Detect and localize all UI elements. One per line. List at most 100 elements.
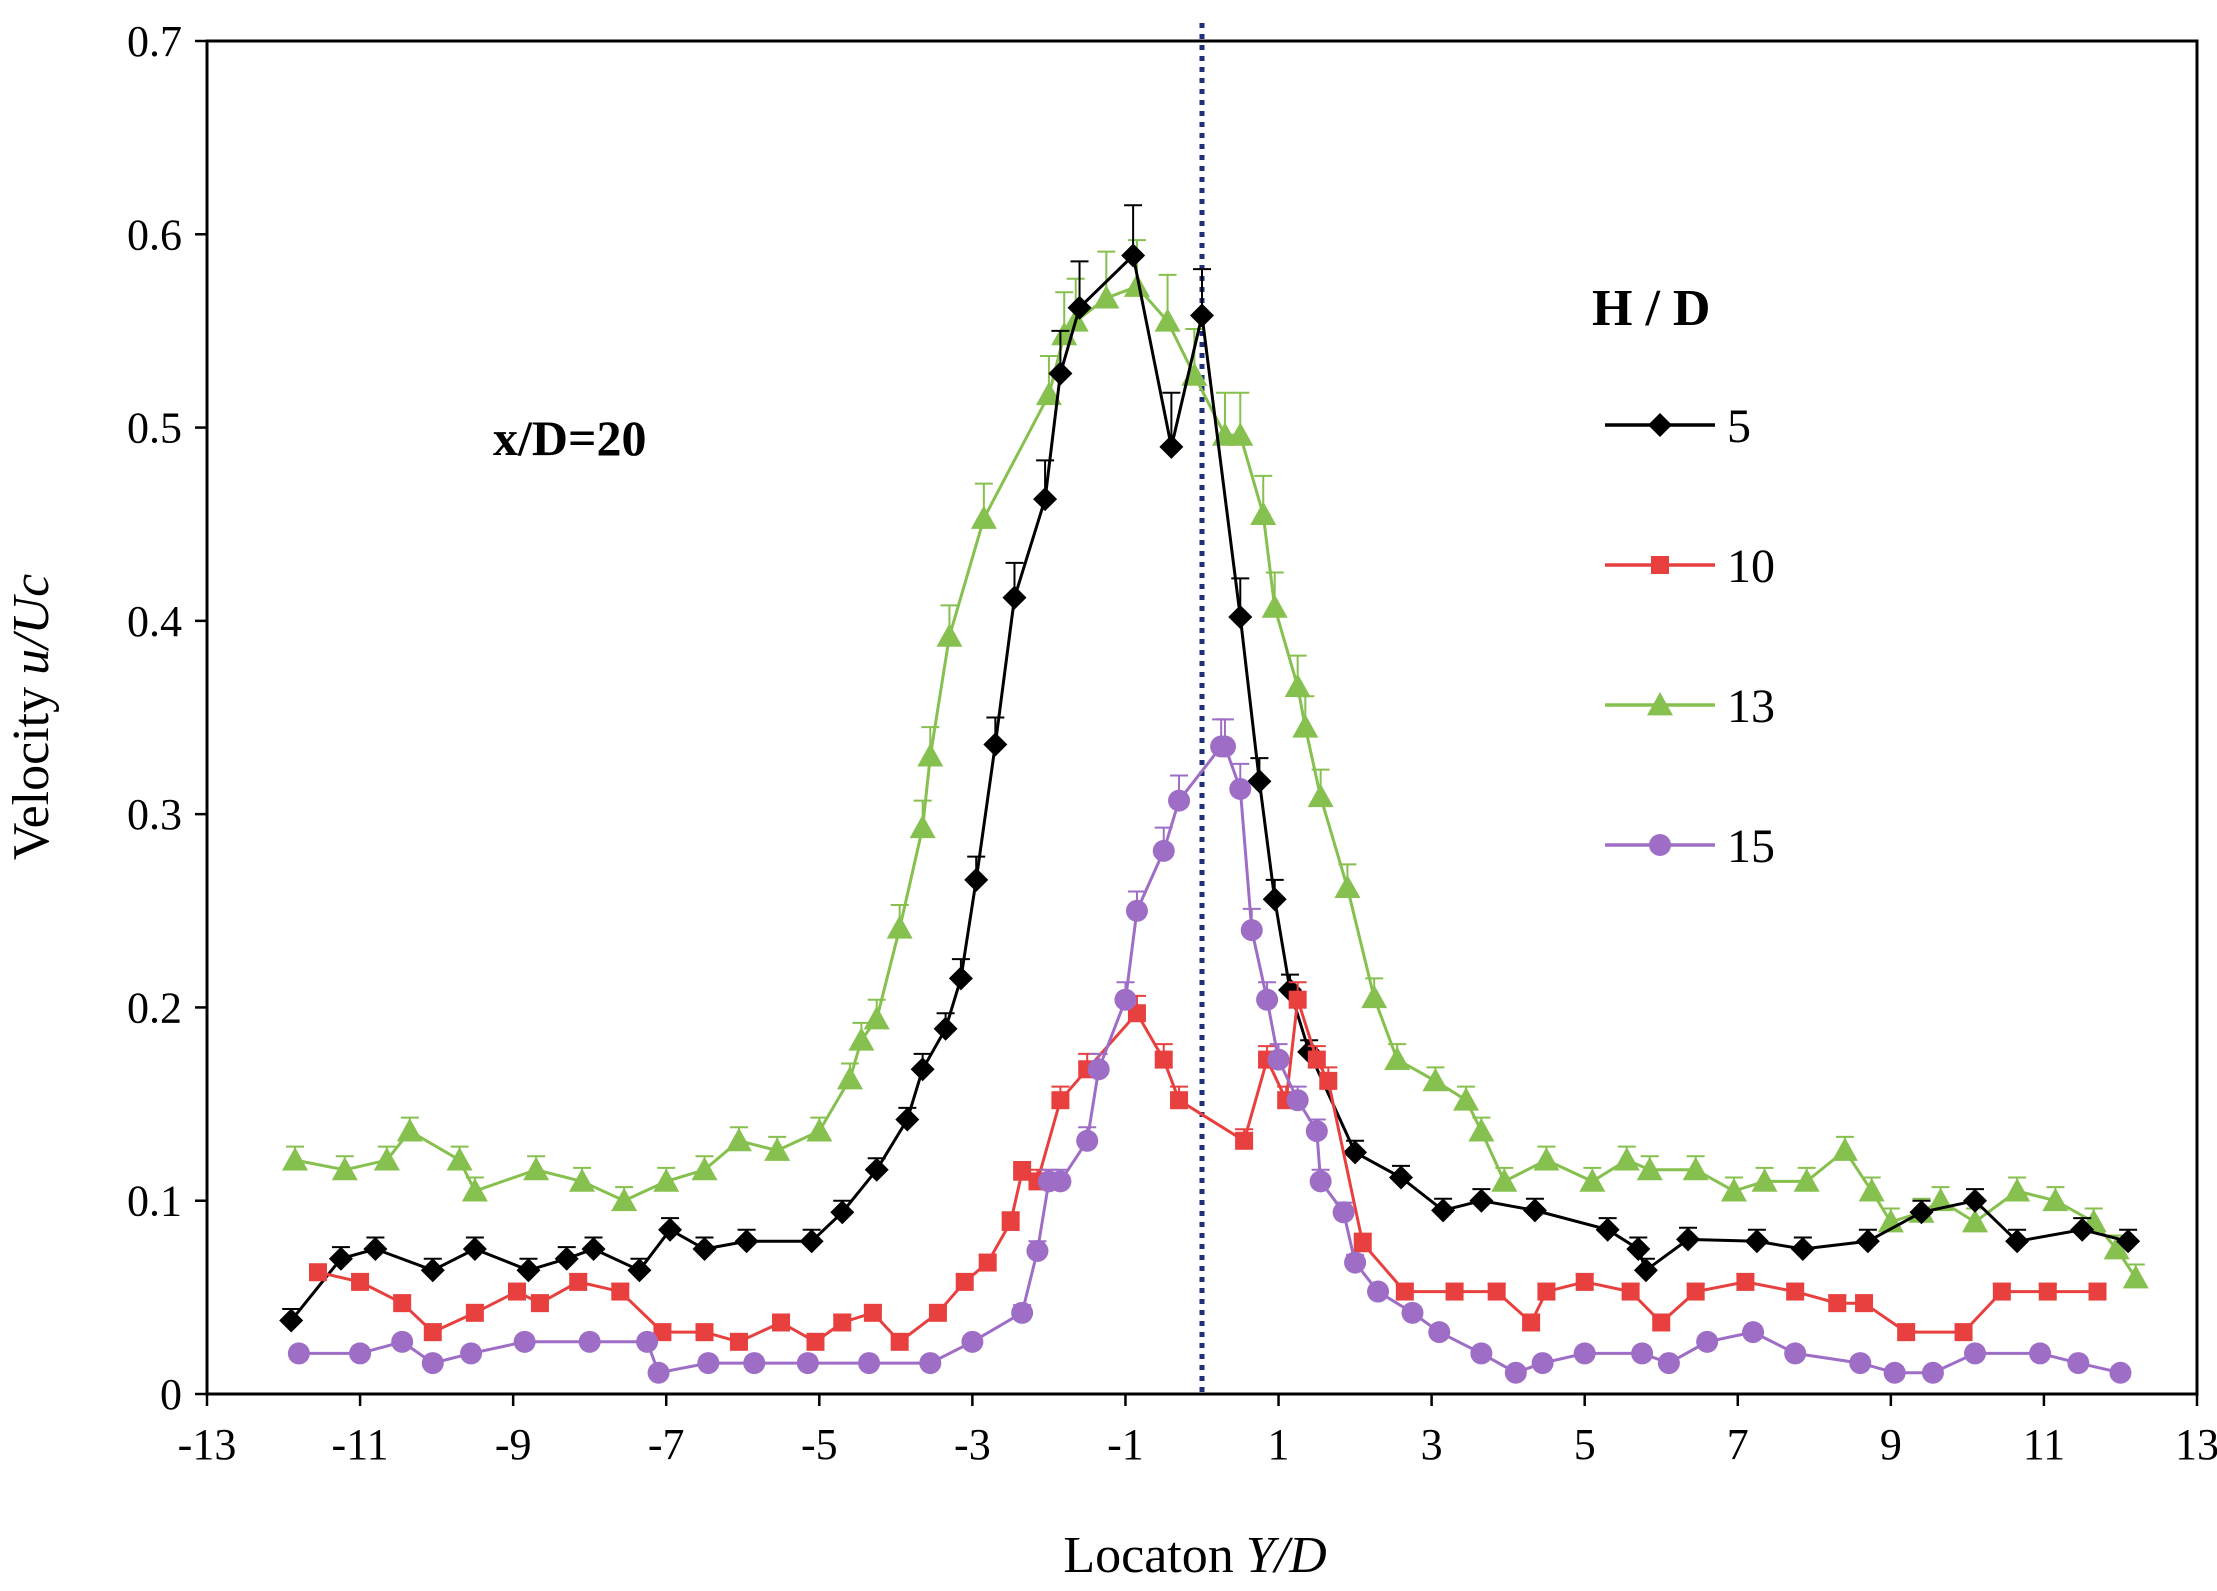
data-point xyxy=(1190,303,1214,328)
data-point xyxy=(1127,1004,1146,1023)
data-point xyxy=(396,1118,423,1142)
data-point xyxy=(1332,1201,1355,1224)
data-point xyxy=(695,1323,714,1342)
data-point xyxy=(1286,1089,1309,1112)
data-point xyxy=(1076,1129,1099,1152)
data-point xyxy=(1686,1282,1705,1301)
data-point xyxy=(1049,1170,1072,1193)
data-point xyxy=(1786,1282,1805,1301)
data-point xyxy=(1305,1120,1328,1143)
data-point xyxy=(1114,988,1137,1011)
y-tick-label: 0.1 xyxy=(127,1177,182,1226)
data-point xyxy=(569,1168,596,1192)
data-point xyxy=(1790,1237,1815,1262)
data-point xyxy=(1470,1342,1493,1365)
data-point xyxy=(446,1147,473,1171)
data-point xyxy=(1897,1323,1916,1342)
data-point xyxy=(1361,984,1388,1009)
data-point xyxy=(1652,1313,1671,1332)
data-point xyxy=(1855,1229,1880,1254)
x-tick-label: -9 xyxy=(495,1420,532,1469)
data-point xyxy=(1262,887,1287,912)
y-tick-label: 0 xyxy=(160,1370,182,1419)
data-point xyxy=(658,1217,683,1242)
data-point xyxy=(308,1263,327,1282)
data-point xyxy=(1256,988,1279,1011)
legend-marker xyxy=(1647,692,1673,716)
data-point xyxy=(1154,1050,1173,1069)
data-point xyxy=(725,1127,752,1152)
data-point xyxy=(1152,839,1175,862)
data-point xyxy=(1453,1087,1480,1111)
data-point xyxy=(554,1246,579,1271)
data-point xyxy=(653,1323,672,1342)
data-point xyxy=(1736,1272,1755,1291)
data-point xyxy=(1579,1168,1606,1192)
data-point xyxy=(886,915,913,939)
data-point xyxy=(530,1294,549,1313)
data-point xyxy=(1428,1321,1451,1344)
legend-label: 5 xyxy=(1727,400,1751,453)
data-point xyxy=(764,1137,791,1161)
data-point xyxy=(895,1107,920,1132)
data-point xyxy=(1742,1321,1765,1344)
data-point xyxy=(1011,1301,1034,1324)
data-point xyxy=(2109,1361,2132,1384)
data-point xyxy=(2038,1282,2057,1301)
x-tick-label: -5 xyxy=(801,1420,838,1469)
data-point xyxy=(936,623,963,647)
data-point xyxy=(2042,1187,2069,1212)
data-point xyxy=(465,1303,484,1322)
data-point xyxy=(1828,1294,1847,1313)
data-point xyxy=(1921,1361,1944,1384)
data-point xyxy=(1250,501,1277,525)
data-point xyxy=(964,867,989,892)
data-point xyxy=(1682,1156,1709,1181)
data-point xyxy=(1284,673,1311,697)
legend-entry-10: 10 xyxy=(1605,540,1775,593)
data-point xyxy=(1334,874,1361,898)
data-point xyxy=(1367,1280,1390,1303)
data-point xyxy=(1883,1361,1906,1384)
data-point xyxy=(2116,1229,2141,1254)
data-point xyxy=(2122,1265,2149,1289)
data-point xyxy=(799,1229,824,1254)
data-point xyxy=(1522,1313,1541,1332)
data-point xyxy=(1445,1282,1464,1301)
legend-label: 15 xyxy=(1727,820,1775,873)
data-point xyxy=(2005,1229,2030,1254)
legend-marker xyxy=(1648,413,1672,437)
data-point xyxy=(1657,1352,1680,1375)
data-point xyxy=(1213,735,1236,758)
data-point xyxy=(1491,1168,1518,1192)
data-point xyxy=(697,1352,720,1375)
axis-ticks: -13 -11 -9 -7 -5 -3 -1 1 3 5 7 9 11 1300.10.20.30.40.… xyxy=(127,17,2217,1469)
data-point xyxy=(1633,1258,1658,1283)
data-point xyxy=(611,1187,638,1212)
data-point xyxy=(1170,1091,1189,1110)
x-tick-label: -7 xyxy=(648,1420,685,1469)
data-point xyxy=(1631,1342,1654,1365)
data-point xyxy=(1468,1118,1495,1142)
x-axis-title-italic: Y/D xyxy=(1246,1527,1327,1584)
series-13 xyxy=(282,239,2149,1289)
data-point xyxy=(647,1361,670,1384)
data-point xyxy=(1123,273,1150,297)
data-point xyxy=(1159,434,1184,459)
x-tick-label: 13 xyxy=(2175,1420,2217,1469)
annotation-x-over-d: x/D=20 xyxy=(493,410,647,466)
data-point xyxy=(1964,1342,1987,1365)
x-tick-label: 5 xyxy=(1574,1420,1596,1469)
x-tick-label: -11 xyxy=(332,1420,389,1469)
data-point xyxy=(1307,1050,1326,1069)
data-point xyxy=(331,1156,358,1181)
y-tick-label: 0.2 xyxy=(127,983,182,1032)
data-point xyxy=(848,1027,875,1051)
data-point xyxy=(1858,1178,1885,1202)
data-point xyxy=(1522,1198,1547,1223)
x-tick-label: 9 xyxy=(1880,1420,1902,1469)
data-point xyxy=(1247,769,1272,794)
data-point xyxy=(1307,783,1334,808)
data-point xyxy=(1292,714,1319,738)
data-point xyxy=(1636,1156,1663,1181)
